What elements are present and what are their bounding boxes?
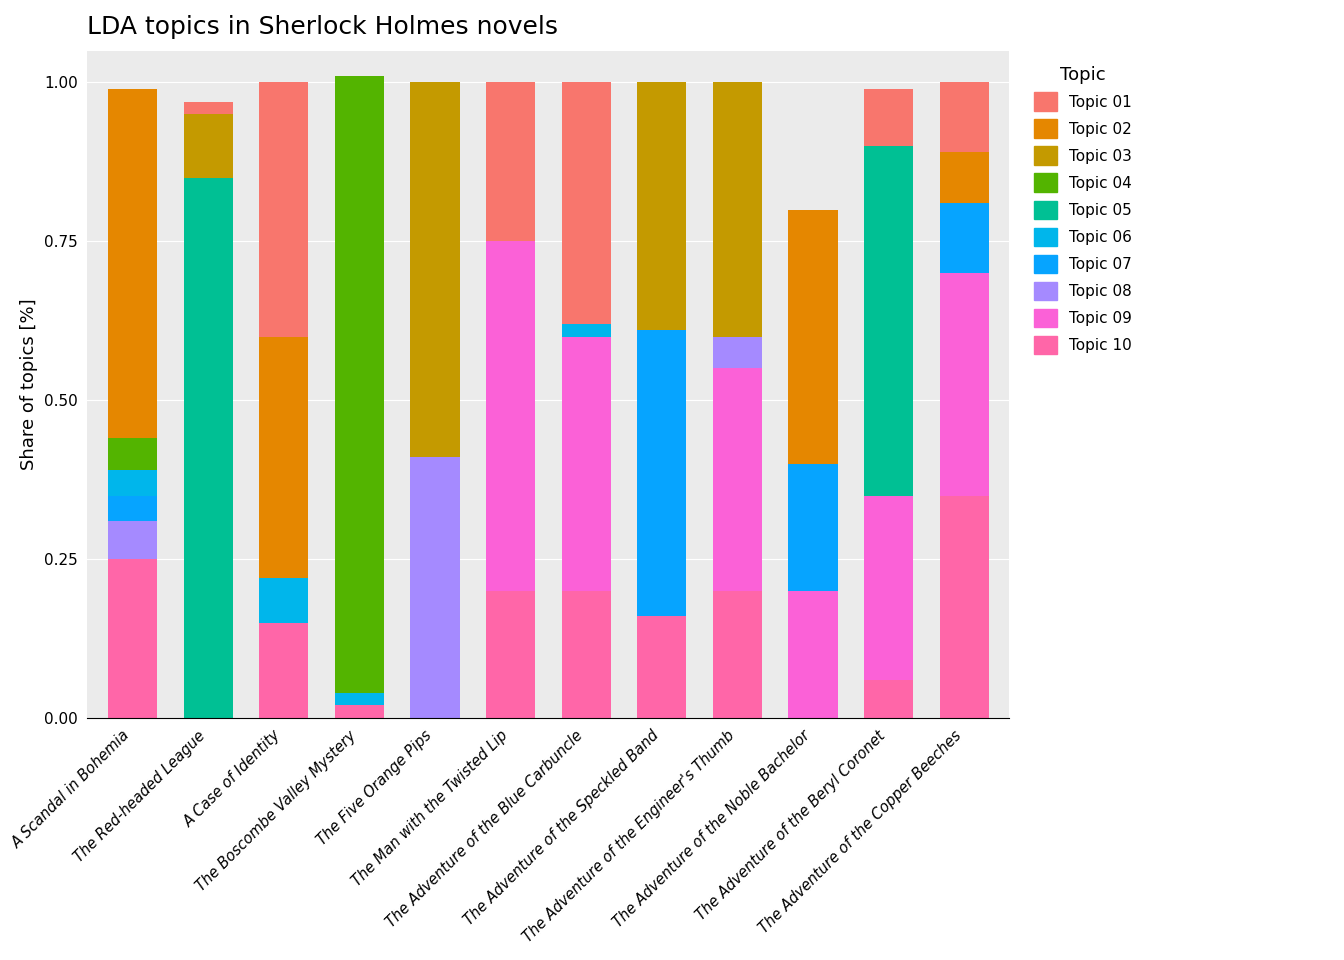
Bar	[410, 83, 460, 458]
Bar	[939, 274, 989, 495]
Bar	[108, 89, 157, 439]
Bar	[410, 458, 460, 718]
Bar	[259, 578, 308, 623]
Bar	[789, 464, 837, 591]
Bar	[562, 83, 610, 324]
Bar	[335, 706, 384, 718]
Bar	[259, 337, 308, 578]
Bar	[184, 178, 233, 718]
Bar	[789, 209, 837, 464]
Bar	[108, 559, 157, 718]
Bar	[712, 591, 762, 718]
Bar	[335, 76, 384, 693]
Bar	[939, 204, 989, 274]
Bar	[108, 470, 157, 495]
Bar	[637, 330, 687, 616]
Bar	[864, 89, 913, 146]
Bar	[712, 337, 762, 369]
Y-axis label: Share of topics [%]: Share of topics [%]	[20, 299, 39, 470]
Bar	[259, 83, 308, 337]
Bar	[487, 591, 535, 718]
Bar	[864, 146, 913, 495]
Bar	[184, 114, 233, 178]
Bar	[562, 337, 610, 591]
Bar	[637, 83, 687, 330]
Bar	[637, 616, 687, 718]
Bar	[562, 591, 610, 718]
Legend: Topic 01, Topic 02, Topic 03, Topic 04, Topic 05, Topic 06, Topic 07, Topic 08, : Topic 01, Topic 02, Topic 03, Topic 04, …	[1027, 59, 1140, 362]
Bar	[184, 102, 233, 114]
Bar	[864, 495, 913, 680]
Bar	[108, 521, 157, 559]
Bar	[487, 241, 535, 591]
Bar	[712, 369, 762, 591]
Bar	[939, 153, 989, 204]
Bar	[487, 83, 535, 241]
Bar	[712, 83, 762, 337]
Bar	[335, 693, 384, 706]
Bar	[108, 439, 157, 470]
Bar	[108, 495, 157, 521]
Bar	[562, 324, 610, 337]
Bar	[789, 591, 837, 718]
Bar	[939, 495, 989, 718]
Bar	[939, 83, 989, 153]
Text: LDA topics in Sherlock Holmes novels: LDA topics in Sherlock Holmes novels	[87, 15, 558, 39]
Bar	[259, 623, 308, 718]
Bar	[864, 680, 913, 718]
